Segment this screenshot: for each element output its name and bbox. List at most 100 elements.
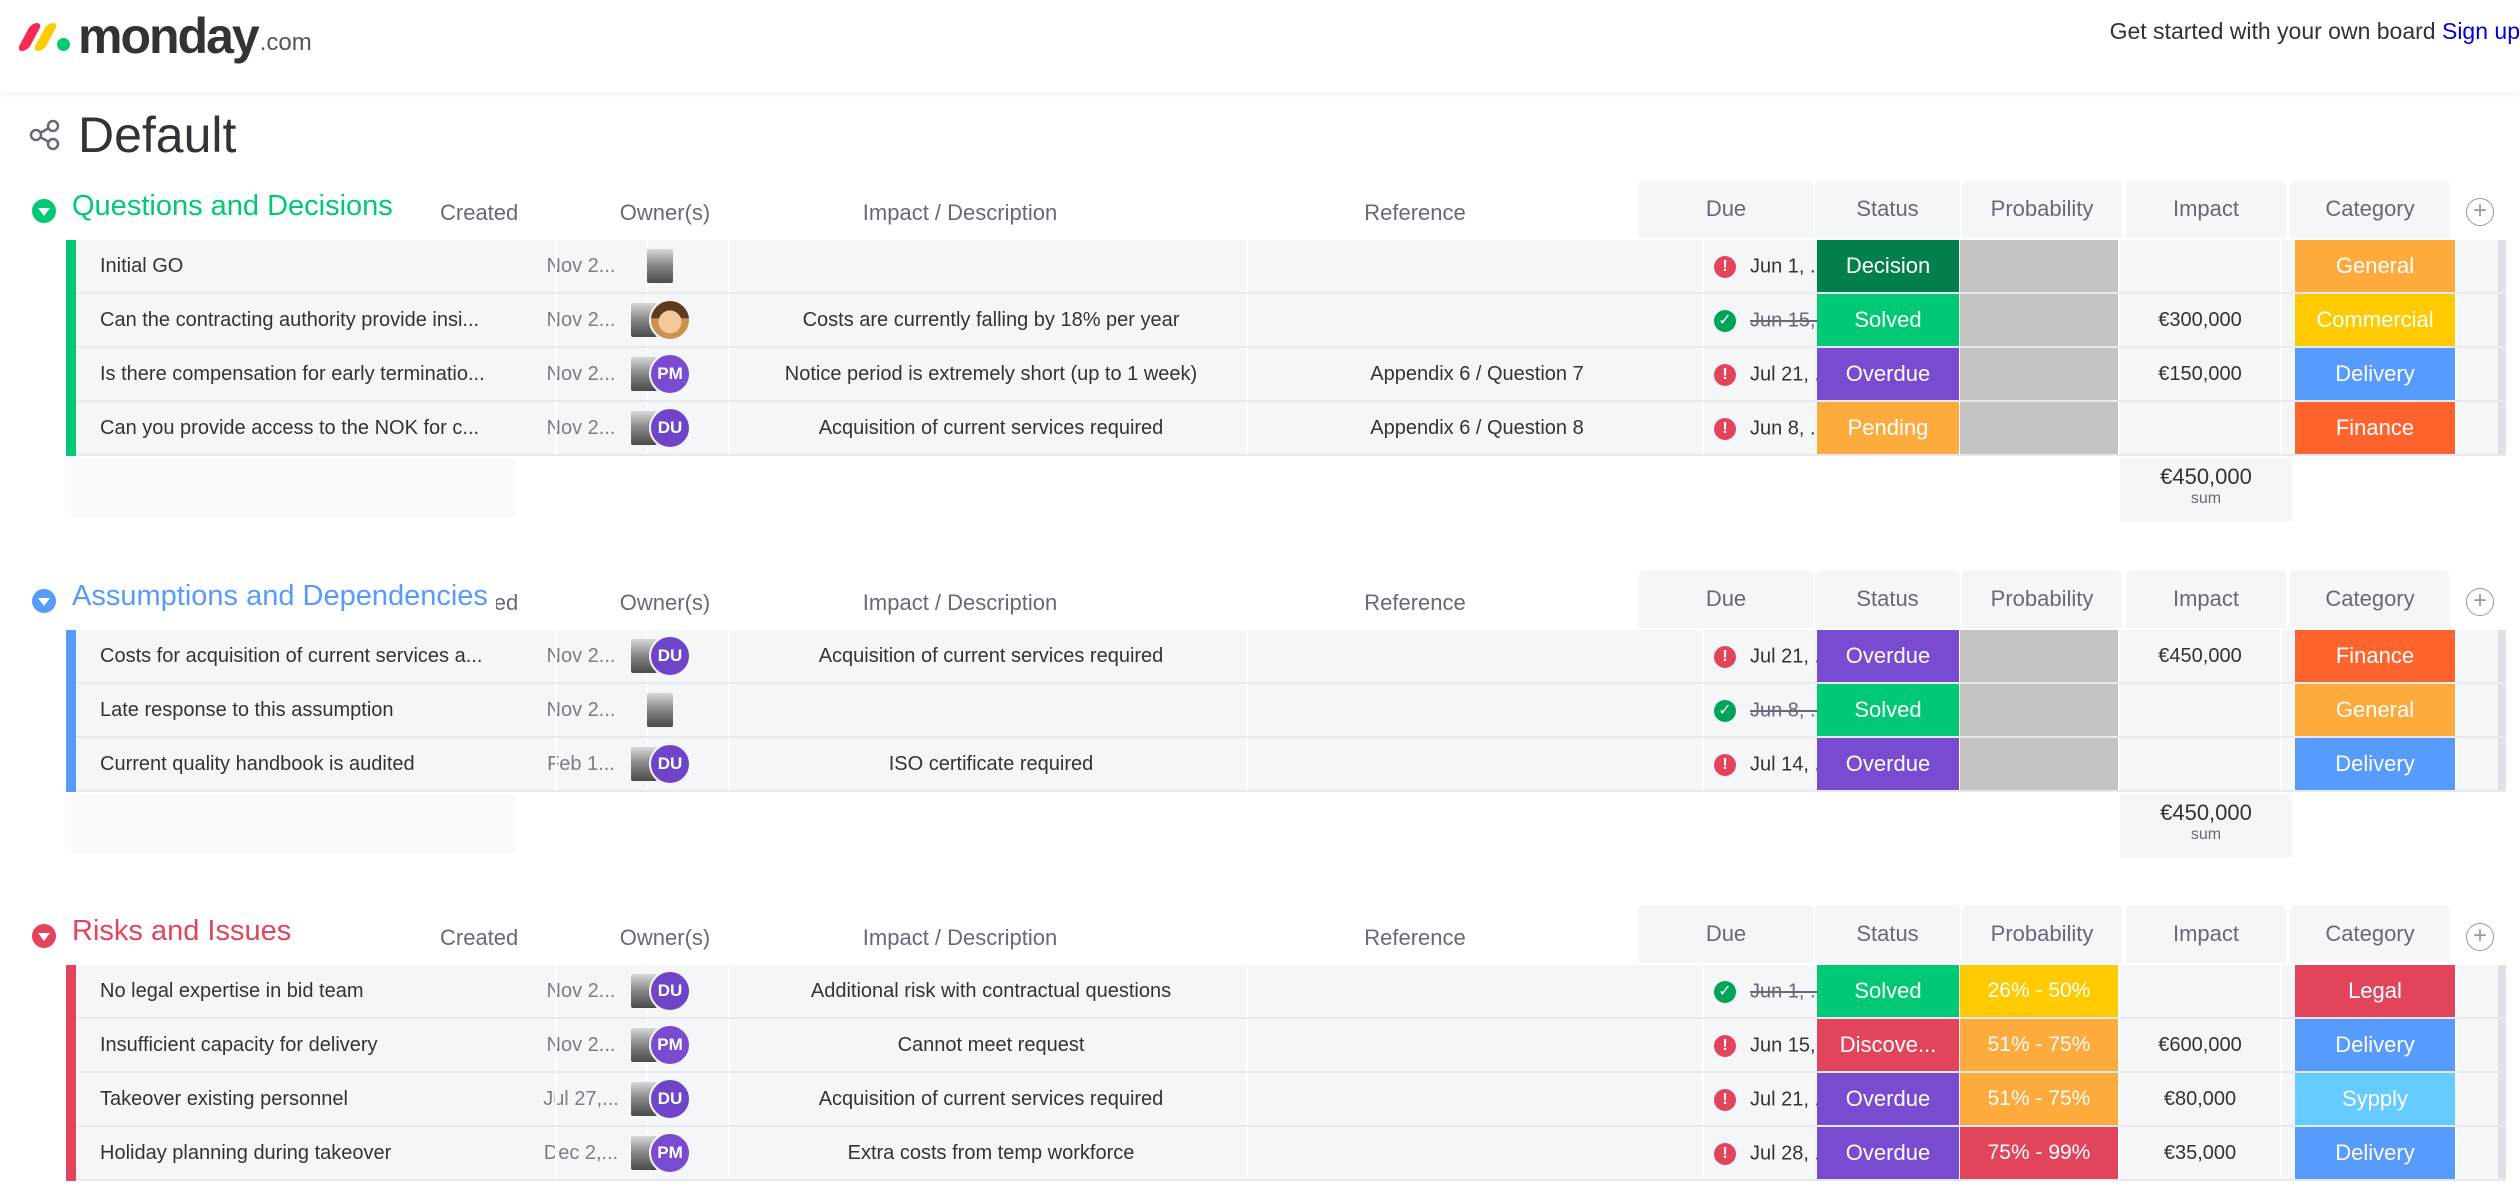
owners-cell[interactable]: PM bbox=[592, 1019, 730, 1071]
column-header-created[interactable]: Created bbox=[440, 925, 519, 950]
category-label[interactable]: Sypply bbox=[2295, 1073, 2457, 1125]
group-title[interactable]: Risks and Issues bbox=[72, 915, 300, 948]
collapse-toggle-icon[interactable] bbox=[32, 199, 56, 223]
impact-cell[interactable] bbox=[2120, 684, 2282, 736]
column-header-status[interactable]: Status bbox=[1815, 905, 1960, 963]
monday-logo[interactable]: monday .com bbox=[16, 6, 312, 66]
reference-cell[interactable]: Appendix 6 / Question 7 bbox=[1252, 348, 1704, 400]
status-label[interactable]: Overdue bbox=[1817, 738, 1961, 790]
description-cell[interactable]: Cannot meet request bbox=[736, 1019, 1248, 1071]
column-header-description[interactable]: Impact / Description bbox=[862, 590, 1058, 615]
status-label[interactable]: Overdue bbox=[1817, 348, 1961, 400]
probability-label[interactable]: 51% - 75% bbox=[1960, 1073, 2120, 1125]
impact-cell[interactable]: €300,000 bbox=[2120, 294, 2282, 346]
owners-cell[interactable]: DU bbox=[592, 965, 730, 1017]
status-label[interactable]: Decision bbox=[1817, 240, 1961, 292]
status-label[interactable]: Discove... bbox=[1817, 1019, 1961, 1071]
description-cell[interactable]: ISO certificate required bbox=[736, 738, 1248, 790]
collapse-toggle-icon[interactable] bbox=[32, 924, 56, 948]
column-header-owners[interactable]: Owner(s) bbox=[619, 925, 711, 950]
item-name[interactable]: Late response to this assumption bbox=[100, 684, 557, 736]
owners-cell[interactable]: PM bbox=[592, 1127, 730, 1179]
reference-cell[interactable] bbox=[1252, 738, 1704, 790]
column-header-status[interactable]: Status bbox=[1815, 570, 1960, 628]
column-header-due[interactable]: Due bbox=[1638, 905, 1814, 963]
column-header-probability[interactable]: Probability bbox=[1962, 180, 2122, 238]
add-column-icon[interactable]: + bbox=[2466, 588, 2494, 616]
status-label[interactable]: Solved bbox=[1817, 684, 1961, 736]
board-title[interactable]: Default bbox=[78, 107, 237, 163]
probability-label[interactable] bbox=[1960, 240, 2120, 292]
reference-cell[interactable] bbox=[1252, 1019, 1704, 1071]
item-name[interactable]: Initial GO bbox=[100, 240, 557, 292]
reference-cell[interactable] bbox=[1252, 1127, 1704, 1179]
column-header-description[interactable]: Impact / Description bbox=[862, 200, 1058, 225]
probability-label[interactable] bbox=[1960, 630, 2120, 682]
category-label[interactable]: Delivery bbox=[2295, 1019, 2457, 1071]
owners-cell[interactable] bbox=[592, 240, 730, 292]
description-cell[interactable]: Notice period is extremely short (up to … bbox=[736, 348, 1248, 400]
column-header-owners[interactable]: Owner(s) bbox=[619, 590, 711, 615]
item-name[interactable]: Insufficient capacity for delivery bbox=[100, 1019, 557, 1071]
impact-cell[interactable] bbox=[2120, 965, 2282, 1017]
description-cell[interactable]: Acquisition of current services required bbox=[736, 1073, 1248, 1125]
status-label[interactable]: Solved bbox=[1817, 965, 1961, 1017]
table-row[interactable]: Nov 2... Initial GO! Jun 1, ... Decision Gen… bbox=[66, 240, 2508, 294]
column-header-impact[interactable]: Impact bbox=[2126, 570, 2286, 628]
column-header-probability[interactable]: Probability bbox=[1962, 905, 2122, 963]
reference-cell[interactable] bbox=[1252, 684, 1704, 736]
description-cell[interactable]: Extra costs from temp workforce bbox=[736, 1127, 1248, 1179]
table-row[interactable]: Jul 27,... Takeover existing personnel DU A… bbox=[66, 1073, 2508, 1127]
category-label[interactable]: General bbox=[2295, 240, 2457, 292]
column-header-category[interactable]: Category bbox=[2290, 570, 2450, 628]
description-cell[interactable]: Acquisition of current services required bbox=[736, 402, 1248, 454]
owners-cell[interactable]: DU bbox=[592, 402, 730, 454]
column-header-reference[interactable]: Reference bbox=[1364, 925, 1466, 950]
table-row[interactable]: Nov 2... No legal expertise in bid team DU… bbox=[66, 965, 2508, 1019]
impact-cell[interactable]: €600,000 bbox=[2120, 1019, 2282, 1071]
column-header-due[interactable]: Due bbox=[1638, 180, 1814, 238]
column-header-category[interactable]: Category bbox=[2290, 905, 2450, 963]
category-label[interactable]: Commercial bbox=[2295, 294, 2457, 346]
owners-cell[interactable] bbox=[592, 684, 730, 736]
collapse-toggle-icon[interactable] bbox=[32, 589, 56, 613]
impact-cell[interactable]: €450,000 bbox=[2120, 630, 2282, 682]
status-label[interactable]: Solved bbox=[1817, 294, 1961, 346]
category-label[interactable]: Delivery bbox=[2295, 348, 2457, 400]
owners-cell[interactable]: PM bbox=[592, 348, 730, 400]
share-icon[interactable] bbox=[28, 118, 62, 152]
column-header-probability[interactable]: Probability bbox=[1962, 570, 2122, 628]
impact-cell[interactable]: €80,000 bbox=[2120, 1073, 2282, 1125]
status-label[interactable]: Overdue bbox=[1817, 1127, 1961, 1179]
status-label[interactable]: Overdue bbox=[1817, 1073, 1961, 1125]
item-name[interactable]: Current quality handbook is audited bbox=[100, 738, 557, 790]
probability-label[interactable] bbox=[1960, 684, 2120, 736]
item-name[interactable]: No legal expertise in bid team bbox=[100, 965, 557, 1017]
category-label[interactable]: Legal bbox=[2295, 965, 2457, 1017]
reference-cell[interactable] bbox=[1252, 630, 1704, 682]
column-header-created[interactable]: Created bbox=[440, 200, 519, 225]
table-row[interactable]: Nov 2... Costs for acquisition of current… bbox=[66, 630, 2508, 684]
table-row[interactable]: Feb 1... Current quality handbook is audi… bbox=[66, 738, 2508, 792]
impact-cell[interactable]: €35,000 bbox=[2120, 1127, 2282, 1179]
table-row[interactable]: Nov 2... Is there compensation for early … bbox=[66, 348, 2508, 402]
status-label[interactable]: Overdue bbox=[1817, 630, 1961, 682]
description-cell[interactable]: Additional risk with contractual questio… bbox=[736, 965, 1248, 1017]
item-name[interactable]: Can you provide access to the NOK for c.… bbox=[100, 402, 557, 454]
status-label[interactable]: Pending bbox=[1817, 402, 1961, 454]
probability-label[interactable]: 75% - 99% bbox=[1960, 1127, 2120, 1179]
reference-cell[interactable] bbox=[1252, 1073, 1704, 1125]
table-row[interactable]: Nov 2... Late response to this assumption… bbox=[66, 684, 2508, 738]
description-cell[interactable] bbox=[736, 240, 1248, 292]
column-header-due[interactable]: Due bbox=[1638, 570, 1814, 628]
probability-label[interactable]: 26% - 50% bbox=[1960, 965, 2120, 1017]
reference-cell[interactable] bbox=[1252, 240, 1704, 292]
impact-cell[interactable]: €150,000 bbox=[2120, 348, 2282, 400]
impact-cell[interactable] bbox=[2120, 240, 2282, 292]
owners-cell[interactable]: DU bbox=[592, 1073, 730, 1125]
reference-cell[interactable]: Appendix 6 / Question 8 bbox=[1252, 402, 1704, 454]
impact-cell[interactable] bbox=[2120, 402, 2282, 454]
column-header-reference[interactable]: Reference bbox=[1364, 590, 1466, 615]
item-name[interactable]: Can the contracting authority provide in… bbox=[100, 294, 557, 346]
column-header-impact[interactable]: Impact bbox=[2126, 905, 2286, 963]
